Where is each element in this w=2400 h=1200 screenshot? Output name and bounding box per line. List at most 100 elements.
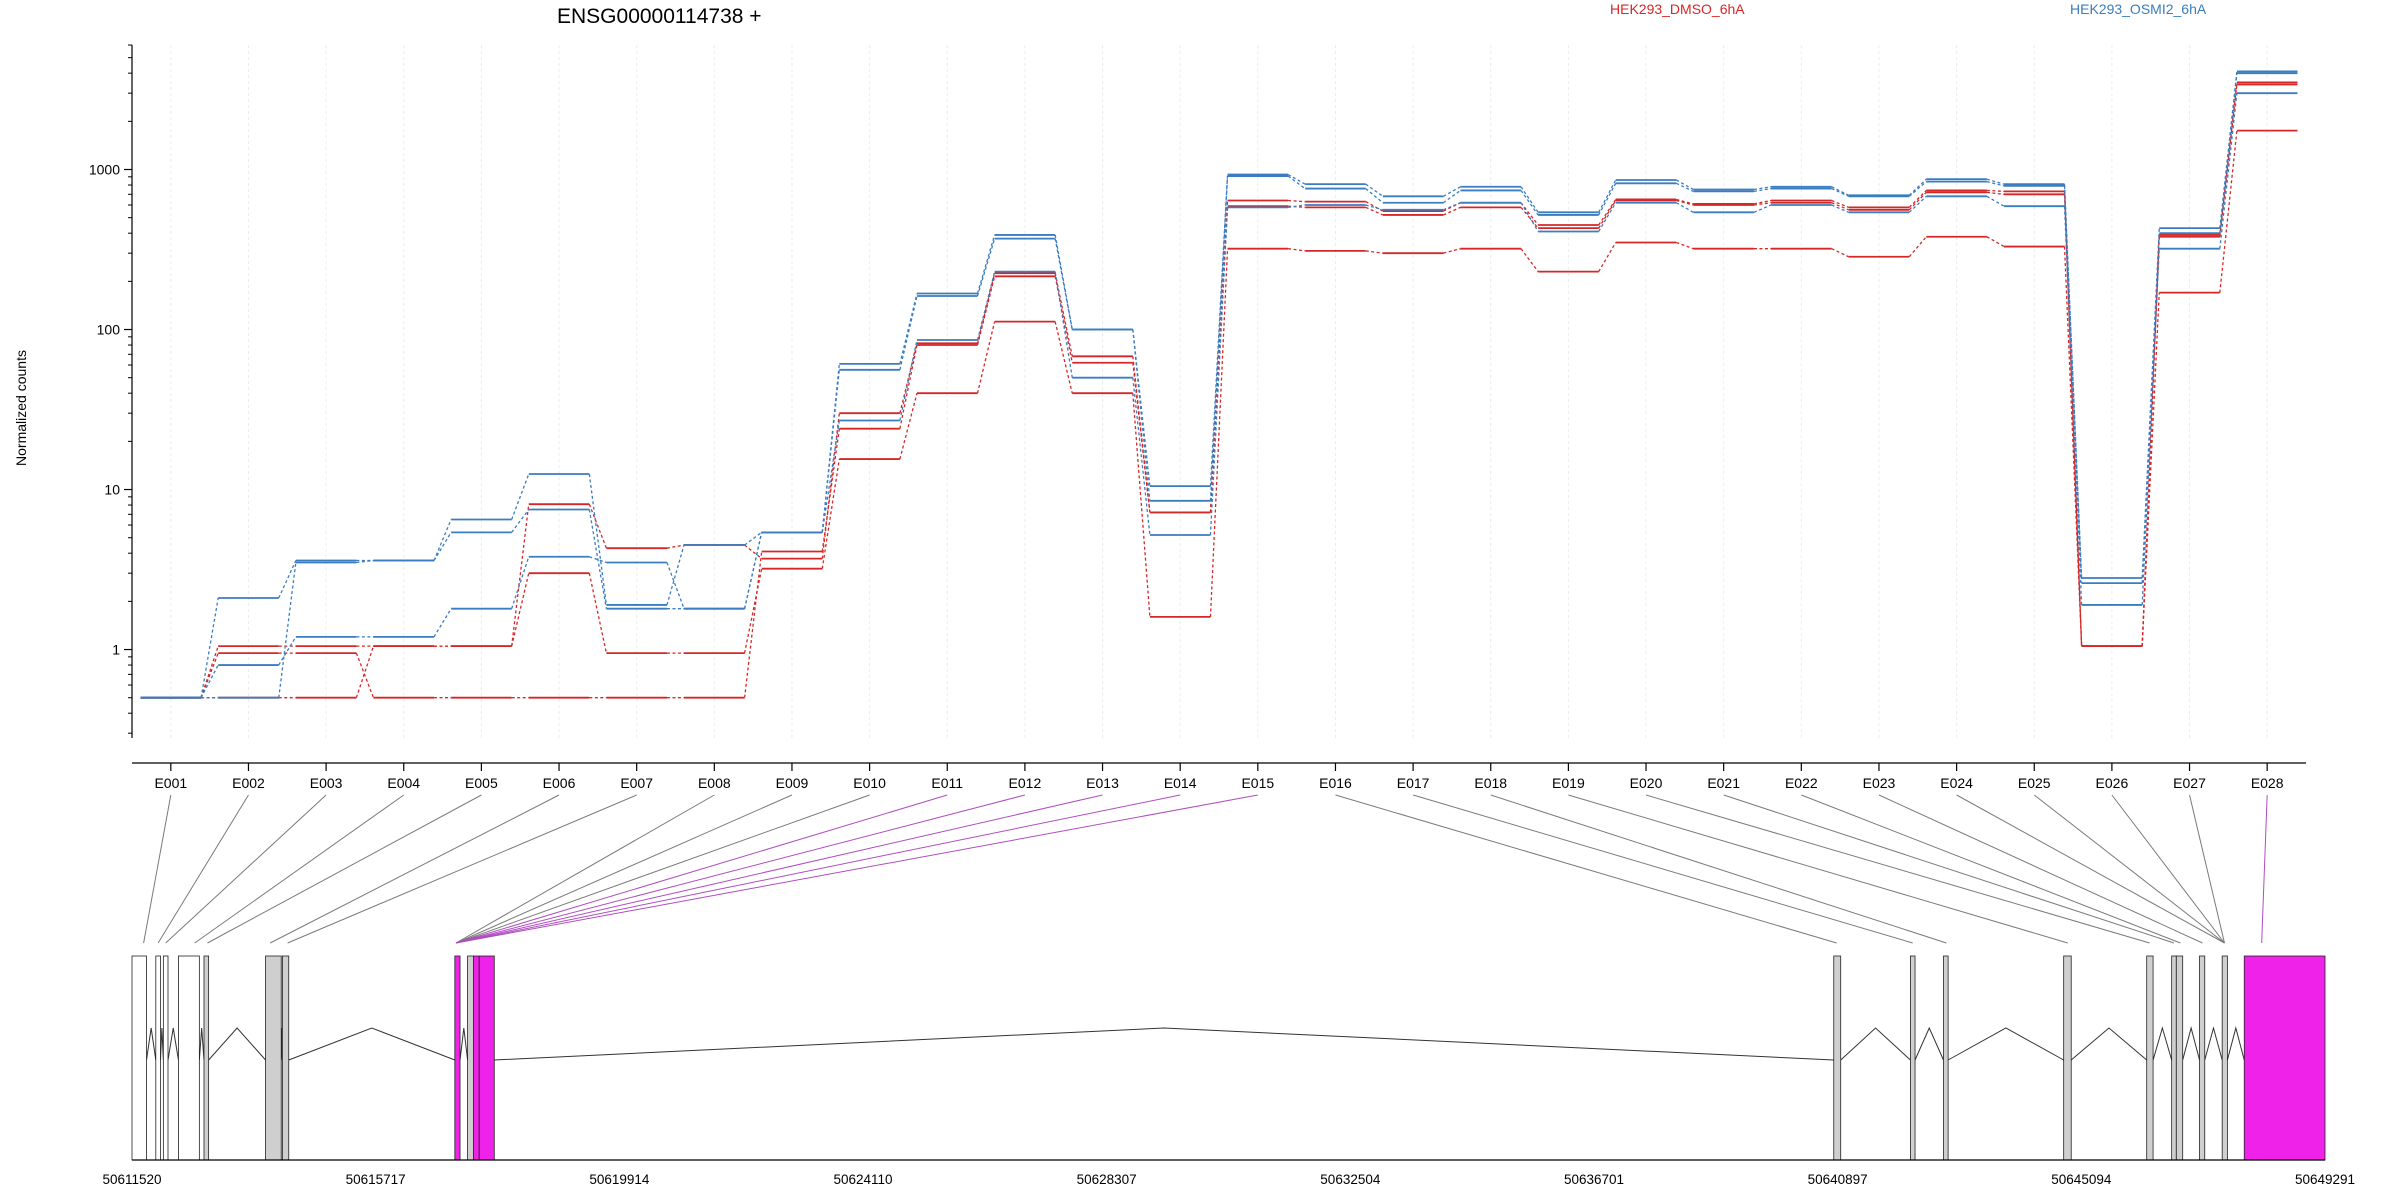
series-link <box>1520 186 1539 213</box>
bin-connector <box>455 794 793 944</box>
y-tick-label: 1 <box>112 642 120 658</box>
bin-connector <box>455 794 1026 944</box>
series-link <box>2063 191 2083 647</box>
series-link <box>1986 236 2005 248</box>
x-tick-label: E018 <box>1474 775 1507 791</box>
exon-block <box>454 955 461 1161</box>
series-4 <box>140 70 2298 699</box>
exon-block <box>2063 955 2072 1161</box>
bin-connector <box>1801 794 2181 944</box>
y-tick-label: 100 <box>97 322 121 338</box>
series-link <box>2141 292 2160 647</box>
series-link <box>1054 276 1073 363</box>
bin-connector <box>1723 794 2175 944</box>
x-tick-label: E002 <box>232 775 265 791</box>
series-layer <box>140 70 2298 699</box>
series-link <box>1598 199 1617 226</box>
series-3 <box>140 129 2298 699</box>
genomic-tick-label: 50640897 <box>1808 1172 1868 1187</box>
series-link <box>1908 181 1927 197</box>
x-tick-label: E007 <box>620 775 653 791</box>
bin-connector <box>165 794 327 944</box>
series-link <box>1831 204 1849 213</box>
bin-connector <box>1956 794 2225 944</box>
series-link <box>1598 200 1617 229</box>
bin-connector <box>455 794 1103 944</box>
series-link <box>433 519 452 561</box>
x-tick-label: E016 <box>1319 775 1352 791</box>
series-1 <box>140 81 2298 699</box>
exon-block <box>2146 955 2154 1161</box>
series-link <box>899 293 918 365</box>
series-link <box>666 562 685 609</box>
series-link <box>666 544 685 606</box>
genomic-tick-label: 50636701 <box>1564 1172 1624 1187</box>
series-link <box>200 652 219 698</box>
exon-block <box>2243 955 2326 1161</box>
x-tick-label: E028 <box>2251 775 2284 791</box>
series-link <box>743 551 763 698</box>
series-link <box>1287 175 1306 190</box>
intron-line <box>159 1027 164 1061</box>
bin-connector <box>143 794 172 944</box>
series-link <box>356 559 374 564</box>
x-tick-label: E027 <box>2173 775 2206 791</box>
series-link <box>2063 246 2083 647</box>
series-link <box>2063 206 2083 605</box>
series-link <box>278 560 297 599</box>
exon-block <box>478 955 495 1161</box>
exon-block <box>1943 955 1949 1161</box>
series-link <box>355 652 375 698</box>
exon-block <box>1909 955 1916 1161</box>
series-link <box>976 234 996 294</box>
intron-line <box>459 1027 469 1061</box>
series-link <box>1598 179 1617 213</box>
exon-block <box>2175 955 2184 1161</box>
x-tick-label: E021 <box>1707 775 1740 791</box>
intron-line <box>1840 1027 1911 1061</box>
intron-line <box>288 1027 455 1061</box>
x-tick-label: E001 <box>154 775 187 791</box>
series-link <box>200 597 219 698</box>
exon-block <box>203 955 210 1161</box>
x-tick-label: E026 <box>2096 775 2129 791</box>
series-link <box>1986 191 2005 195</box>
x-tick-label: E004 <box>387 775 420 791</box>
series-link <box>1753 187 1772 193</box>
legend-entry-dmso: HEK293_DMSO_6hA <box>1610 1 1745 17</box>
series-link <box>355 645 375 698</box>
series-link <box>1365 206 1384 216</box>
x-tick-label: E010 <box>853 775 886 791</box>
x-tick-label: E009 <box>776 775 809 791</box>
exon-block <box>162 955 169 1161</box>
series-link <box>1365 250 1383 254</box>
bin-connector <box>455 794 715 944</box>
series-link <box>899 343 918 414</box>
series-link <box>1753 204 1772 213</box>
series-link <box>1443 202 1461 212</box>
bin-connector <box>1412 794 1913 944</box>
series-link <box>1831 186 1849 196</box>
series-link <box>1598 242 1617 272</box>
series-link <box>278 636 297 666</box>
series-link <box>2219 84 2238 237</box>
series-link <box>899 295 918 370</box>
bin-connector <box>2111 794 2225 944</box>
series-5 <box>140 72 2298 699</box>
x-tick-label: E014 <box>1164 775 1197 791</box>
series-link <box>2219 82 2238 236</box>
series-link <box>1287 173 1306 185</box>
series-link <box>899 393 918 460</box>
series-link <box>511 473 530 520</box>
x-tick-label: E023 <box>1863 775 1896 791</box>
series-link <box>588 503 608 549</box>
bin-connector <box>1568 794 2068 944</box>
exon-block <box>472 955 480 1161</box>
x-tick-label: E006 <box>543 775 576 791</box>
intron-line <box>2204 1026 2223 1061</box>
y-axis-label: Normalized counts <box>13 350 29 466</box>
bin-connector <box>2261 794 2268 944</box>
x-tick-label: E013 <box>1086 775 1119 791</box>
series-link <box>899 339 918 421</box>
